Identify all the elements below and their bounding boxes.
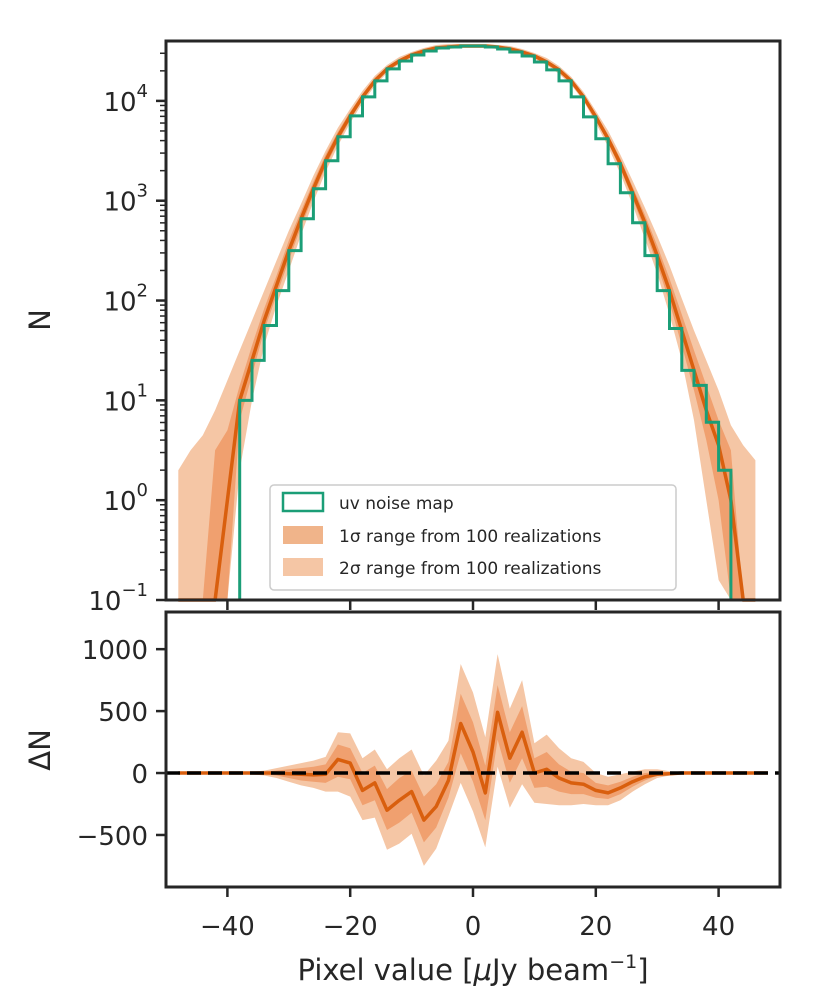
top-uv-noise-histogram — [166, 44, 780, 602]
legend-2sigma-rest: range from 100 realizations — [361, 559, 602, 579]
bottom-y-tick-label: −500 — [77, 822, 148, 852]
top-y-tick-base: 10 — [103, 188, 136, 218]
top-x-ticks — [226, 600, 720, 610]
top-y-tick-base: 10 — [88, 587, 121, 617]
bottom-y-tick-label: 1000 — [82, 636, 148, 666]
bottom-x-tick-label: 0 — [465, 912, 482, 942]
legend-2sigma-symbol: 2σ — [339, 559, 361, 579]
legend-1sigma-rest: range from 100 realizations — [361, 527, 602, 547]
legend-1sigma-symbol: 1σ — [339, 527, 361, 547]
top-y-tick-label: 104 — [103, 81, 148, 118]
bottom-y-ticks: 1000 500 0 −500 — [77, 636, 166, 852]
top-y-tick-base: 10 — [103, 387, 136, 417]
top-y-tick-label: 102 — [103, 281, 148, 318]
legend-2sigma-label: 2σ range from 100 realizations — [339, 559, 601, 579]
x-axis-label-mu: μ — [473, 953, 492, 987]
top-y-tick-exponent: 4 — [137, 81, 148, 102]
bottom-x-ticks: −40 −20 0 20 40 — [200, 887, 735, 942]
x-axis-label-prefix: Pixel value [ — [297, 953, 473, 987]
x-axis-label-unit: Jy beam — [490, 953, 609, 987]
top-y-tick-base: 10 — [103, 88, 136, 118]
top-y-tick-label: 100 — [103, 480, 148, 517]
bottom-y-tick-label: 0 — [131, 760, 148, 790]
legend: uv noise map 1σ range from 100 realizati… — [269, 484, 677, 591]
x-axis-label-suffix: ] — [637, 953, 648, 987]
bottom-x-tick-label: −40 — [200, 912, 255, 942]
legend-frame — [269, 484, 677, 591]
top-y-tick-label: 103 — [103, 181, 148, 218]
top-histogram-step-path — [166, 44, 780, 602]
bottom-x-tick-label: 20 — [579, 912, 612, 942]
legend-2sigma-swatch — [283, 558, 323, 576]
bottom-x-tick-label: −20 — [323, 912, 378, 942]
top-y-tick-exponent: 2 — [137, 281, 148, 302]
top-y-tick-exponent: 3 — [137, 181, 148, 202]
bottom-panel: 1000 500 0 −500 −40 −20 0 20 40 ΔN Pixel value … — [23, 610, 782, 987]
legend-1sigma-swatch — [283, 526, 323, 544]
bottom-1sigma-band-area — [178, 685, 768, 843]
top-y-tick-label: 10−1 — [88, 580, 148, 617]
top-y-tick-exponent: 0 — [137, 480, 148, 501]
top-y-axis-label: N — [23, 309, 57, 331]
top-y-tick-exponent: 1 — [137, 380, 148, 401]
legend-hist-label: uv noise map — [339, 494, 454, 514]
x-axis-label-exp: −1 — [609, 951, 637, 973]
bottom-x-tick-label: 40 — [702, 912, 735, 942]
x-axis-label: Pixel value [μJy beam−1] — [297, 951, 648, 987]
legend-1sigma-label: 1σ range from 100 realizations — [339, 527, 601, 547]
top-y-tick-base: 10 — [103, 487, 136, 517]
bottom-1sigma-band — [178, 685, 768, 843]
top-y-tick-base: 10 — [103, 288, 136, 318]
bottom-y-axis-label: ΔN — [23, 729, 57, 771]
bottom-y-tick-label: 500 — [98, 698, 148, 728]
top-y-tick-label: 101 — [103, 380, 148, 417]
legend-hist-swatch — [281, 491, 325, 513]
top-y-tick-exponent: −1 — [121, 580, 148, 601]
